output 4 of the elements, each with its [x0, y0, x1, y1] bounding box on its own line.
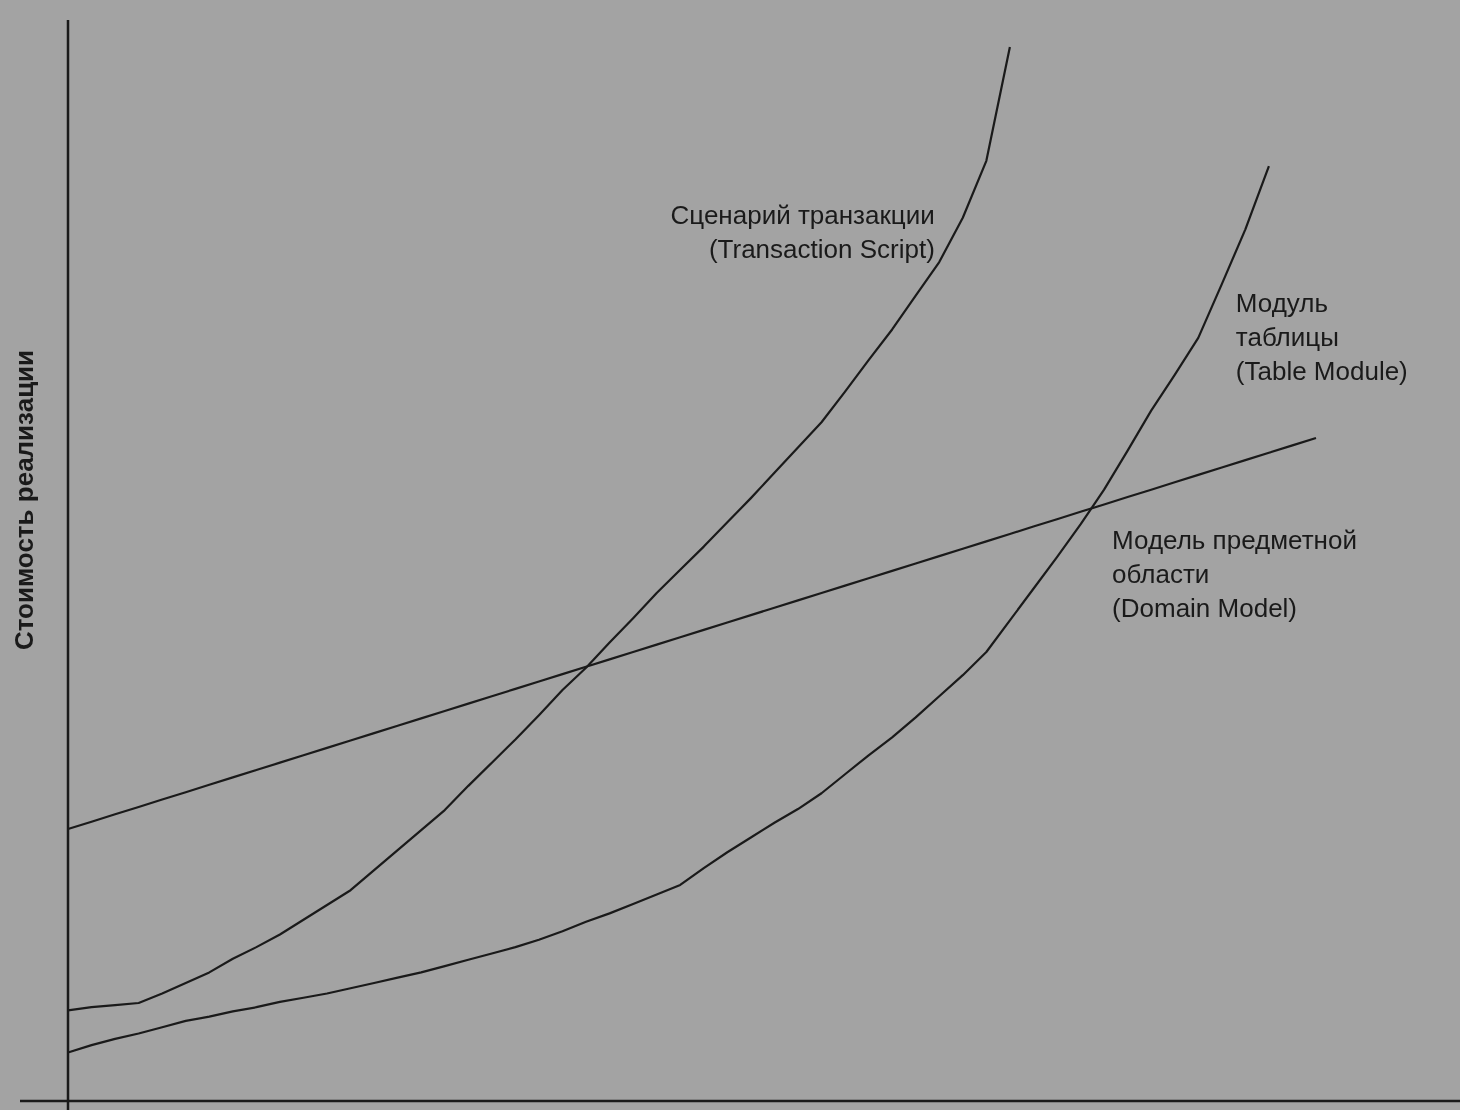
series-label: Модуль таблицы (Table Module) [1235, 288, 1408, 387]
y-axis-title: Стоимость реализации [8, 349, 40, 651]
series-label: Модель предметной области (Domain Model) [1112, 524, 1357, 623]
series-label: Сценарий транзакции (Transaction Script) [670, 199, 935, 264]
